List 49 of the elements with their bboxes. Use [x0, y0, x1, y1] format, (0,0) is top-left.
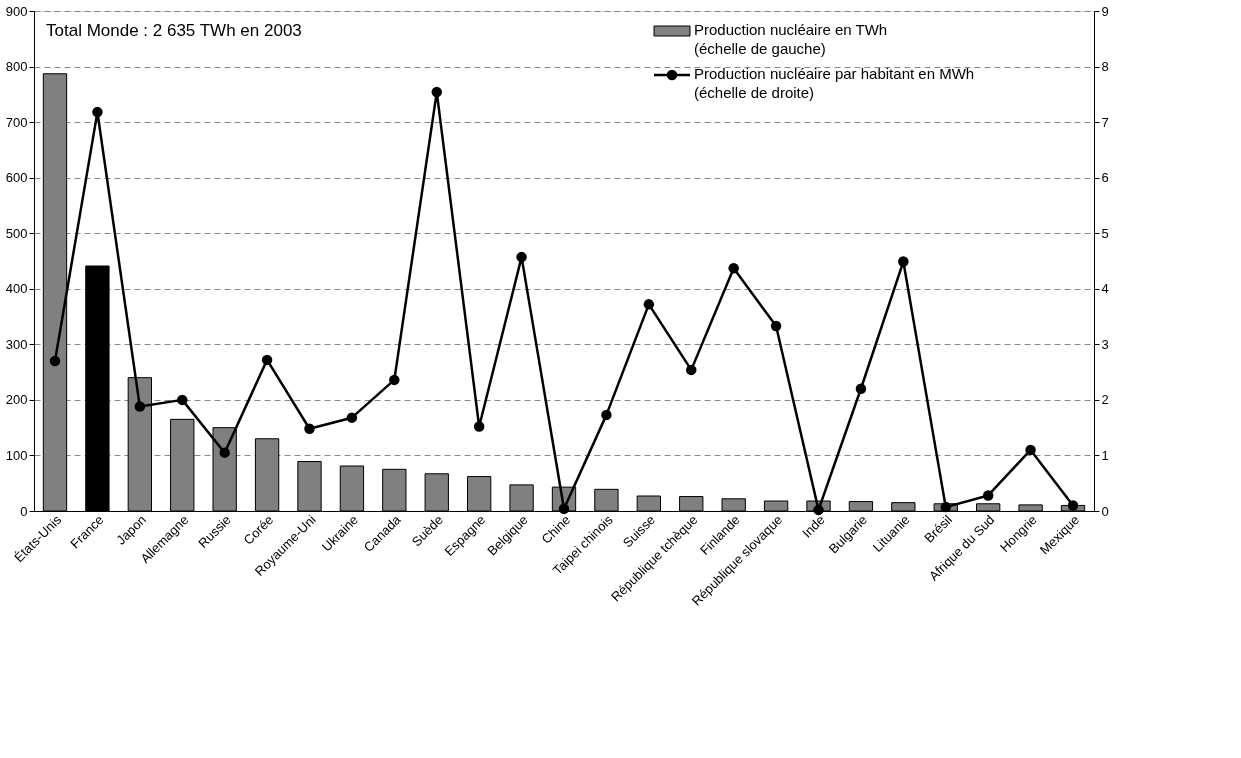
- y-tick-label: 400: [5, 281, 28, 297]
- y2-tick-label: 3: [1101, 336, 1109, 352]
- y2-tick-label: 1: [1101, 447, 1109, 463]
- point: [558, 503, 570, 515]
- y-tick-label: 600: [5, 170, 28, 186]
- y-tick-label: 700: [5, 114, 28, 130]
- y2-tick-label: 4: [1101, 281, 1109, 297]
- point: [473, 421, 485, 432]
- x-tick-label: Inde: [799, 512, 828, 541]
- point: [940, 501, 951, 513]
- point: [177, 394, 188, 406]
- point: [346, 412, 358, 423]
- y-tick-label: 800: [5, 59, 28, 75]
- point: [770, 320, 782, 332]
- y2-tick-label: 5: [1101, 225, 1109, 241]
- point: [304, 423, 315, 435]
- y-tick-label: 500: [5, 225, 28, 241]
- y-tick-label: 100: [5, 447, 28, 463]
- point: [431, 86, 442, 98]
- y-tick-label: 200: [5, 392, 28, 408]
- y2-tick-label: 9: [1101, 3, 1109, 19]
- point: [643, 299, 655, 310]
- point: [219, 447, 230, 458]
- point: [855, 383, 867, 395]
- y2-tick-label: 2: [1101, 392, 1109, 408]
- point: [1025, 444, 1036, 456]
- y2-tick-label: 8: [1101, 59, 1109, 75]
- point: [982, 490, 994, 501]
- legend-label: Production nucléaire en TWh (échelle de gauche): [694, 21, 888, 57]
- y-tick-label: 0: [20, 503, 28, 519]
- point: [813, 504, 824, 516]
- y2-tick-label: 6: [1101, 170, 1109, 186]
- point: [389, 374, 400, 386]
- point: [49, 355, 61, 367]
- point: [92, 106, 103, 118]
- y-tick-label: 900: [5, 3, 28, 19]
- point: [601, 409, 612, 421]
- y2-tick-label: 0: [1101, 503, 1109, 519]
- point: [728, 262, 739, 274]
- point: [261, 354, 273, 366]
- annotation: Total Monde : 2 635 TWh en 2003: [46, 21, 302, 40]
- legend-label: Production nucléaire par habitant en MWh (échelle de droite): [694, 65, 975, 101]
- point: [134, 401, 146, 412]
- point: [516, 251, 527, 263]
- y-tick-label: 300: [5, 336, 28, 352]
- point: [686, 364, 697, 376]
- point: [898, 256, 909, 267]
- y2-tick-label: 7: [1101, 114, 1109, 130]
- point: [1067, 500, 1079, 511]
